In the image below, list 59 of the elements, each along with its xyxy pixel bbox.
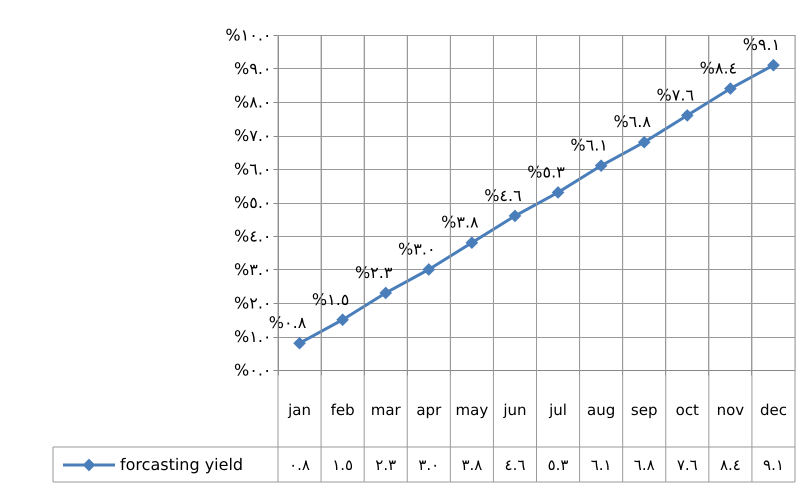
data-label: %١.٥ (312, 290, 350, 309)
y-tick-label: %٥.٠ (234, 193, 272, 212)
point (767, 58, 780, 72)
y-tick-label: %١٠.٠ (225, 26, 272, 44)
y-tick-label: %٨.٠ (234, 92, 272, 112)
x-tick-label: may (456, 401, 488, 419)
y-tick-label: %٧.٠ (234, 126, 272, 145)
x-tick-label: dec (760, 401, 787, 419)
x-tick-label: jul (548, 401, 567, 419)
x-tick-label: jun (502, 401, 527, 419)
text: ٤.٦ (504, 456, 526, 474)
point (336, 313, 349, 326)
x-tick-label: nov (716, 401, 744, 419)
data-label: %٥.٣ (527, 162, 566, 182)
x-tick-label: aug (587, 401, 616, 419)
x-tick-label: mar (370, 401, 402, 419)
point (594, 159, 608, 172)
data-label: %٦.٨ (613, 112, 652, 132)
data-label: %٣.٠ (398, 240, 436, 258)
point (508, 210, 522, 222)
text: ٣.٨ (461, 456, 482, 474)
y-tick-label: %٩.٠ (234, 59, 272, 78)
data-label: %٣.٨ (441, 212, 480, 232)
data-label: %٢.٣ (354, 262, 393, 282)
text: ٨.٤ (720, 456, 741, 474)
data-label: %٨.٤ (700, 58, 738, 78)
legend-label: forcasting yield (120, 455, 244, 474)
y-tick-label: %٦.٠ (234, 160, 272, 178)
data-label: %٩.١ (742, 35, 780, 54)
x-tick-label: oct (676, 401, 700, 419)
text: ٧.٦ (676, 456, 698, 474)
data-label: %٤.٦ (484, 186, 522, 205)
point (552, 186, 564, 199)
point (293, 336, 306, 350)
y-tick-label: %٤.٠ (234, 226, 272, 246)
point (680, 109, 694, 122)
y-tick-label: %٣.٠ (234, 260, 272, 279)
text: ٦.٨ (634, 456, 655, 474)
x-tick-label: jan (287, 401, 311, 419)
x-tick-label: feb (330, 401, 355, 419)
data-label: %٦.١ (570, 136, 608, 155)
y-tick-label: %٢.٠ (234, 294, 272, 312)
data-label: %٧.٦ (656, 85, 694, 104)
point (422, 263, 436, 276)
text: ٩.١ (763, 456, 784, 474)
text: ٠.٨ (289, 456, 310, 474)
text: ٦.١ (590, 456, 612, 474)
y-tick-label: %١.٠ (234, 327, 272, 346)
text: ٣.٠ (418, 456, 440, 474)
text: ١.٥ (332, 456, 354, 474)
x-tick-label: sep (630, 401, 658, 419)
y-tick-label: %٠.٠ (234, 360, 272, 380)
point (466, 236, 478, 250)
point (379, 286, 392, 300)
text: ٥.٣ (548, 456, 568, 474)
text: ٢.٣ (375, 456, 396, 474)
point (638, 136, 651, 149)
x-tick-label: apr (416, 401, 442, 419)
point (724, 82, 737, 95)
